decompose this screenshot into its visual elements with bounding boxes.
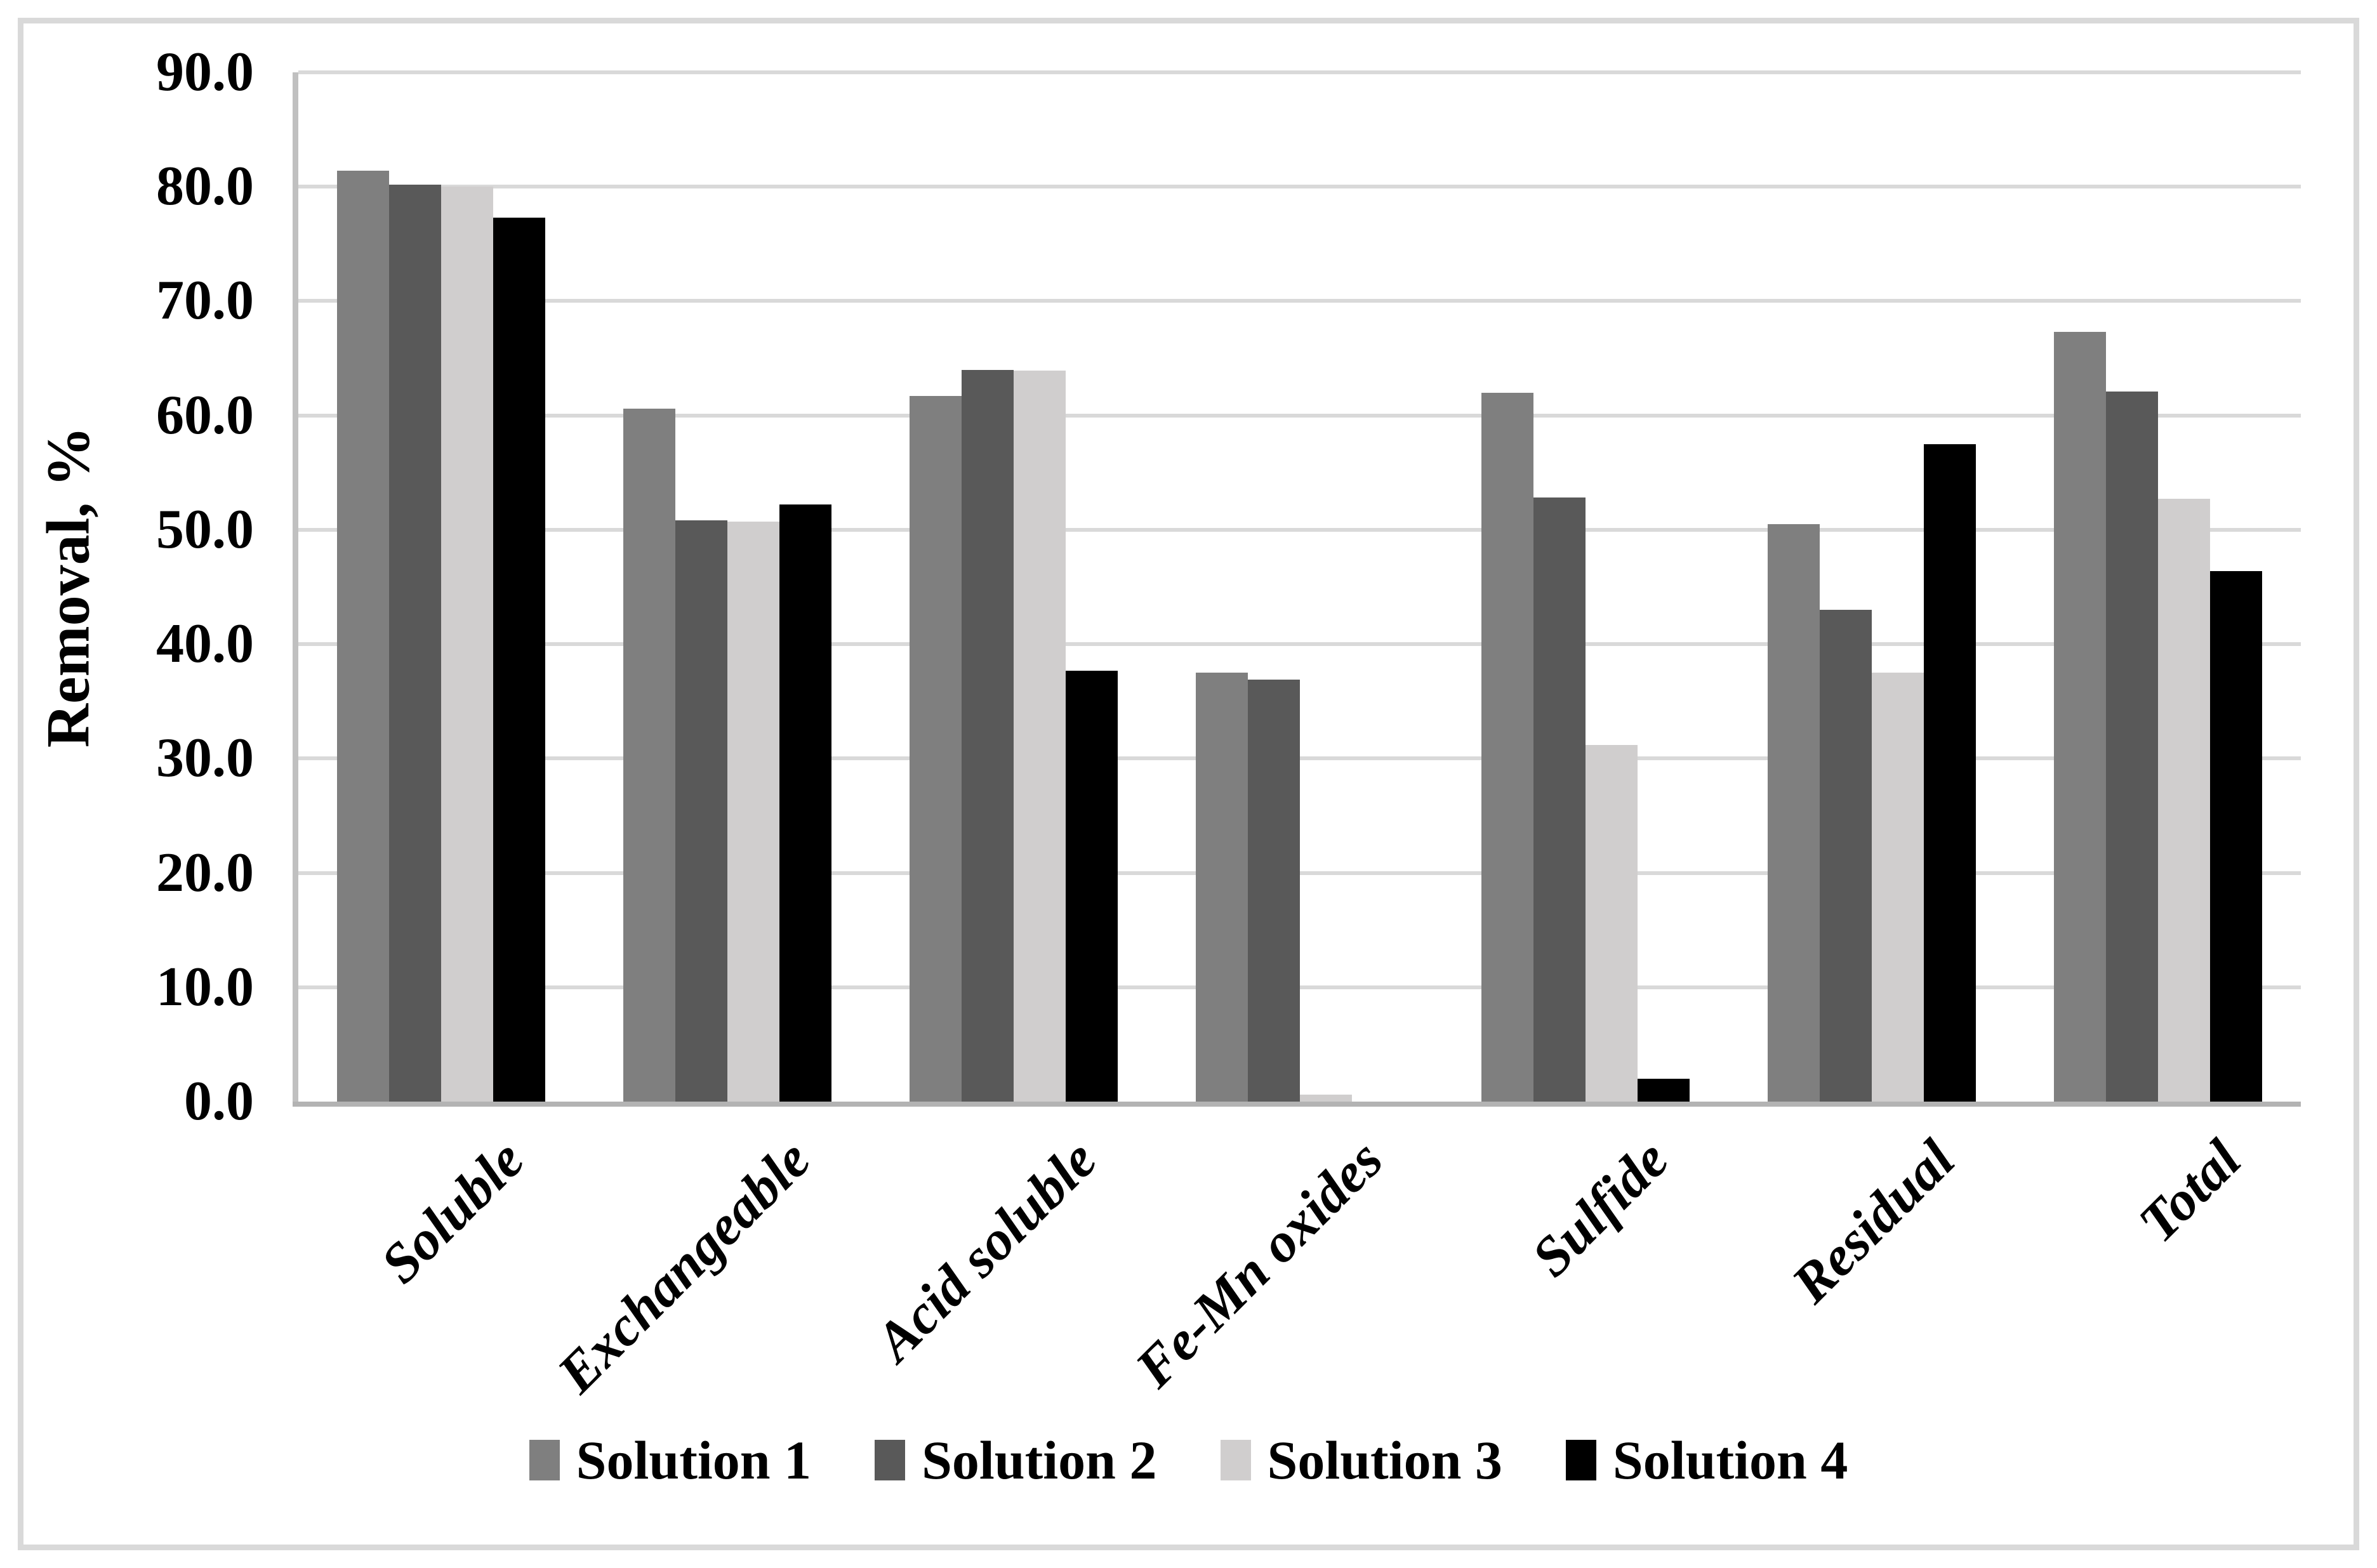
bar-solution-4-soluble	[493, 217, 546, 1102]
gridline	[298, 413, 2301, 418]
y-tick-label: 70.0	[156, 270, 254, 332]
bar-solution-2-exchangeable	[675, 520, 728, 1102]
y-axis-title: Removal, %	[34, 426, 102, 748]
gridline	[298, 985, 2301, 989]
y-tick-label: 10.0	[156, 956, 254, 1018]
bar-solution-4-residual	[1923, 444, 1976, 1102]
legend-swatch-icon	[1220, 1440, 1251, 1480]
bar-solution-1-exchangeable	[623, 408, 676, 1102]
legend-label: Solution 2	[922, 1430, 1157, 1491]
bar-solution-1-sulfide	[1481, 392, 1534, 1102]
gridline	[298, 527, 2301, 532]
legend-swatch-icon	[1565, 1440, 1596, 1480]
bar-solution-2-fe-mn-oxides	[1247, 679, 1300, 1102]
bar-solution-4-exchangeable	[779, 504, 832, 1102]
bar-solution-2-sulfide	[1533, 497, 1586, 1102]
legend-item-solution-3: Solution 3	[1220, 1430, 1502, 1491]
legend-item-solution-4: Solution 4	[1565, 1430, 1848, 1491]
bar-solution-1-residual	[1767, 524, 1820, 1102]
bar-solution-4-acid-soluble	[1065, 670, 1118, 1102]
bar-solution-3-total	[2157, 499, 2210, 1102]
legend-label: Solution 4	[1612, 1430, 1848, 1491]
bar-solution-1-total	[2053, 332, 2106, 1102]
gridline	[298, 185, 2301, 189]
y-tick-label: 90.0	[156, 41, 254, 103]
y-tick-label: 30.0	[156, 727, 254, 789]
bar-solution-1-acid-soluble	[909, 396, 962, 1102]
legend-swatch-icon	[529, 1440, 560, 1480]
legend-item-solution-2: Solution 2	[875, 1430, 1157, 1491]
y-tick-label: 20.0	[156, 841, 254, 904]
bar-solution-3-exchangeable	[727, 522, 780, 1102]
bar-solution-2-residual	[1819, 610, 1872, 1102]
plot-area	[293, 70, 2301, 1107]
bar-solution-2-soluble	[389, 184, 442, 1102]
gridline	[298, 756, 2301, 761]
bar-solution-2-acid-soluble	[961, 369, 1014, 1102]
bar-solution-1-fe-mn-oxides	[1195, 673, 1248, 1102]
bar-solution-3-fe-mn-oxides	[1299, 1095, 1352, 1102]
bar-solution-1-soluble	[337, 171, 390, 1102]
bar-solution-4-total	[2209, 570, 2262, 1102]
bar-solution-3-soluble	[441, 187, 494, 1102]
gridline	[298, 642, 2301, 647]
legend-label: Solution 3	[1267, 1430, 1502, 1491]
gridline	[298, 70, 2301, 74]
gridline	[298, 871, 2301, 875]
legend-label: Solution 1	[576, 1430, 812, 1491]
bar-solution-4-sulfide	[1638, 1078, 1690, 1102]
y-tick-label: 80.0	[156, 155, 254, 218]
bar-solution-2-total	[2105, 391, 2158, 1102]
gridline	[298, 299, 2301, 303]
figure-frame	[18, 18, 2359, 1550]
legend: Solution 1 Solution 2 Solution 3 Solution 4	[0, 1433, 2377, 1487]
bar-solution-3-residual	[1871, 673, 1924, 1102]
y-tick-label: 40.0	[156, 613, 254, 675]
bar-solution-3-sulfide	[1586, 744, 1638, 1102]
legend-swatch-icon	[875, 1440, 906, 1480]
y-tick-label: 0.0	[184, 1071, 254, 1132]
legend-item-solution-1: Solution 1	[529, 1433, 811, 1487]
y-axis-line	[293, 72, 298, 1107]
bar-solution-3-acid-soluble	[1013, 371, 1066, 1102]
x-axis-line	[293, 1102, 2301, 1107]
y-tick-label: 50.0	[156, 498, 254, 560]
y-tick-label: 60.0	[156, 384, 254, 446]
